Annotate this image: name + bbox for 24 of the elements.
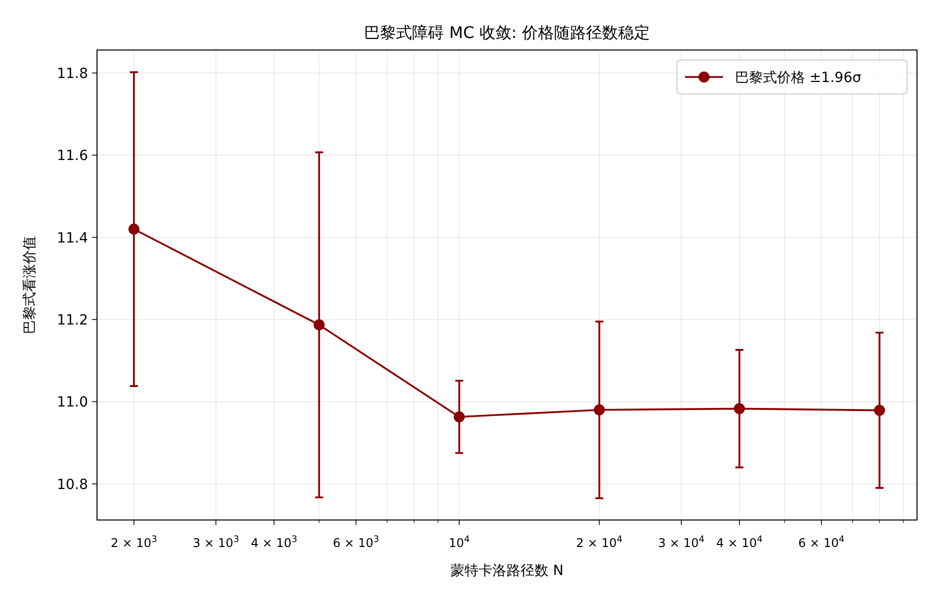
x-tick-label: 2 × 10$^{3}$: [110, 535, 158, 550]
x-axis-title: 蒙特卡洛路径数 N: [450, 563, 564, 579]
x-tick-label: 6 × 10$^{3}$: [332, 535, 380, 550]
point: [594, 404, 605, 416]
x-tick-label: 3 × 10$^{4}$: [658, 535, 705, 550]
x-tick-label: 3 × 10$^{3}$: [192, 535, 240, 550]
y-axis-title: 巴黎式看涨价值: [22, 236, 38, 334]
legend-label: 巴黎式价格 ±1.96σ: [735, 70, 862, 86]
point: [734, 403, 745, 414]
x-tick-label: 10$^{4}$: [448, 535, 470, 550]
x-tick-label: 6 × 10$^{4}$: [798, 535, 845, 550]
chart-title: 巴黎式障碍 MC 收敛: 价格随路径数稳定: [364, 23, 650, 42]
x-tick-label: 4 × 10$^{4}$: [716, 535, 763, 550]
point: [874, 404, 886, 416]
y-tick-label: 11.6: [56, 148, 88, 164]
x-tick-label: 4 × 10$^{3}$: [250, 535, 298, 550]
y-tick-label: 10.8: [56, 476, 88, 493]
y-tick-label: 11.2: [56, 312, 88, 329]
y-tick-label: 11.0: [56, 394, 88, 411]
point: [314, 319, 325, 330]
y-tick-label: 11.8: [56, 66, 88, 82]
point: [454, 411, 465, 422]
x-tick-label: 2 × 10$^{4}$: [576, 535, 623, 550]
y-tick-label: 11.4: [56, 230, 88, 246]
